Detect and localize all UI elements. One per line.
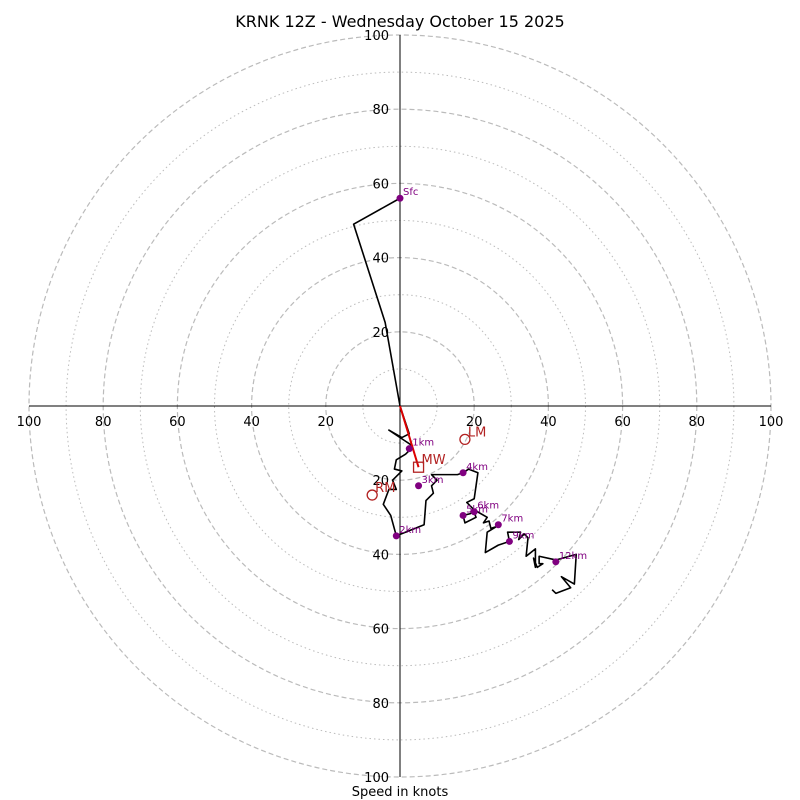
motion-marker-rm [366,489,378,501]
tick-labels: 100 80 60 40 20 20 40 60 80 100 20 40 60 80 100 20 40 60 8… [17,29,784,786]
x-tick-right-20: 20 [466,415,483,430]
height-marker-6km [470,508,478,516]
y-tick-up-100: 100 [364,29,389,44]
x-tick-right-40: 40 [540,415,557,430]
y-tick-up-60: 60 [372,177,389,192]
y-tick-down-100: 100 [364,771,389,786]
mean-wind-line [399,405,420,468]
motion-label-rm: RM [375,481,395,496]
height-marker-4km [459,469,467,477]
x-tick-left-40: 40 [243,415,260,430]
height-label-1km: 1km [412,438,434,449]
x-tick-right-60: 60 [614,415,631,430]
chart-title: KRNK 12Z - Wednesday October 15 2025 [235,12,564,31]
height-label-sfc: Sfc [403,187,418,198]
x-tick-right-80: 80 [689,415,706,430]
height-label-12km: 12km [559,551,587,562]
y-tick-down-20: 20 [372,474,389,489]
motion-label-lm: LM [468,425,486,440]
height-marker-sfc [396,194,404,202]
height-label-2km: 2km [399,525,421,536]
motion-label-mw: MW [422,453,446,468]
y-tick-up-80: 80 [372,103,389,118]
height-marker-7km [494,521,502,529]
y-tick-up-40: 40 [372,252,389,267]
x-tick-left-60: 60 [169,415,186,430]
height-label-4km: 4km [466,462,488,473]
height-marker-5km [459,511,467,519]
x-axis-label: Speed in knots [352,785,449,800]
height-label-9km: 9km [512,530,534,541]
motion-marker-mw [412,461,425,473]
x-tick-left-80: 80 [95,415,112,430]
mean-wind-vector [399,405,420,468]
x-tick-right-100: 100 [759,415,784,430]
y-tick-down-80: 80 [372,697,389,712]
height-marker-12km [552,558,560,566]
x-tick-left-100: 100 [17,415,42,430]
height-marker-9km [505,537,513,545]
y-tick-down-60: 60 [372,623,389,638]
height-marker-2km [392,532,400,540]
height-marker-1km [405,445,413,453]
height-label-3km: 3km [422,475,444,486]
height-label-6km: 6km [477,501,499,512]
y-tick-down-40: 40 [372,548,389,563]
height-label-7km: 7km [501,514,523,525]
storm-motions: LM MW RM [366,425,486,501]
motion-marker-lm [459,433,471,446]
x-tick-left-20: 20 [318,415,335,430]
height-markers: Sfc1km2km3km4km5km6km7km9km12km [392,187,587,566]
y-tick-up-20: 20 [372,326,389,341]
height-marker-3km [415,482,423,490]
